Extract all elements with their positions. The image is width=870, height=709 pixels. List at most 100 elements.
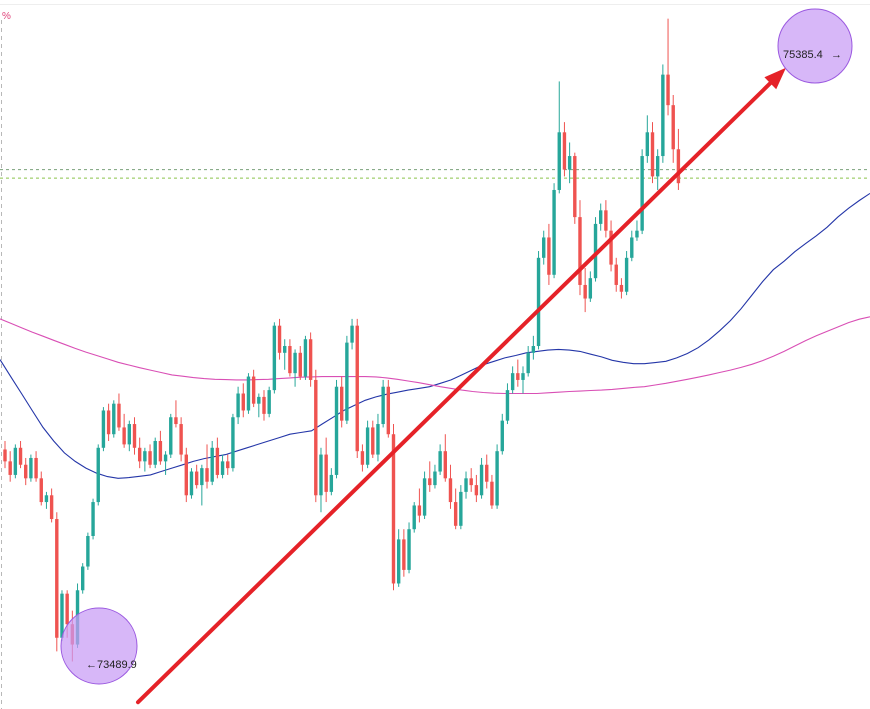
candle — [453, 488, 458, 530]
candle — [490, 474, 494, 509]
candle — [479, 457, 484, 499]
low-annotation[interactable]: ← 73489.9 — [60, 607, 138, 685]
candle — [55, 512, 59, 652]
candle-body — [443, 451, 447, 479]
candle-body — [536, 257, 541, 347]
candle-body — [267, 390, 271, 414]
candle-body — [433, 471, 437, 486]
candle — [122, 413, 126, 448]
candle-body — [469, 478, 473, 486]
candle-body — [485, 464, 489, 482]
candle-body — [3, 449, 7, 462]
candle-body — [671, 105, 675, 150]
candle-body — [132, 424, 137, 448]
candle — [288, 339, 292, 377]
candle-body — [350, 325, 354, 343]
trend-arrow-head — [764, 67, 786, 90]
candle — [557, 81, 561, 194]
candle-body — [526, 352, 530, 374]
candle-body — [371, 427, 375, 455]
candle — [552, 183, 556, 279]
candle-body — [179, 424, 183, 455]
candle-body — [593, 223, 598, 279]
candle — [44, 491, 49, 509]
candle — [334, 379, 339, 479]
candle-body — [428, 478, 432, 486]
candle — [236, 386, 240, 425]
candle-body — [448, 478, 453, 503]
candle-body — [24, 464, 28, 479]
candle-body — [495, 451, 499, 506]
high-highlight-circle — [777, 8, 853, 84]
high-annotation[interactable]: 75385.4 → — [777, 8, 853, 84]
candle — [510, 366, 515, 394]
candle-body — [345, 342, 349, 421]
candle — [676, 128, 681, 190]
candle-body — [55, 519, 59, 638]
candle — [547, 223, 551, 285]
candle — [469, 468, 473, 492]
candle — [624, 251, 629, 296]
candle — [158, 430, 163, 465]
candle — [127, 420, 132, 452]
candle-body — [552, 189, 556, 275]
candle-body — [194, 471, 199, 486]
candle-body — [210, 447, 214, 482]
reference-lines — [0, 169, 870, 179]
candle-body — [314, 379, 318, 496]
candle-body — [117, 403, 121, 428]
candle — [106, 403, 111, 442]
candle — [350, 318, 354, 350]
candle — [298, 346, 302, 380]
candle — [521, 366, 525, 394]
candle-body — [106, 410, 111, 435]
candle-body — [676, 149, 681, 184]
candle — [428, 461, 432, 492]
candle-body — [661, 74, 665, 157]
candle — [666, 18, 670, 116]
candle-body — [65, 593, 69, 625]
candle — [386, 379, 391, 438]
candle-body — [81, 566, 85, 591]
candle — [583, 267, 587, 313]
candle — [661, 64, 665, 163]
candle — [293, 349, 297, 387]
candle — [365, 420, 370, 469]
candle — [640, 149, 644, 235]
candle — [422, 471, 427, 520]
candle-body — [500, 420, 504, 452]
candle-body — [262, 396, 266, 414]
candle-body — [257, 396, 261, 404]
candle — [609, 220, 613, 272]
candle — [91, 498, 95, 540]
candle-body — [86, 535, 90, 567]
candle — [163, 451, 168, 475]
candle-body — [531, 346, 536, 353]
candle-body — [29, 457, 33, 479]
candle-body — [381, 386, 385, 425]
candle — [189, 468, 194, 499]
candle — [226, 454, 230, 475]
candle — [340, 376, 344, 428]
candle-body — [588, 278, 593, 299]
candle — [205, 444, 209, 489]
candle — [137, 437, 142, 469]
candle — [464, 471, 468, 499]
candle-body — [562, 132, 567, 170]
candle — [143, 447, 147, 472]
candle-body — [112, 403, 116, 435]
candle-body — [184, 454, 188, 496]
high-arrow-glyph: → — [831, 49, 842, 61]
candle-body — [241, 393, 245, 411]
candle — [81, 563, 85, 594]
candle — [542, 230, 546, 265]
candle — [13, 444, 18, 479]
candle — [407, 522, 411, 574]
candle — [459, 485, 463, 530]
high-price-label: 75385.4 — [783, 49, 823, 61]
candle-body — [396, 539, 401, 584]
candle — [526, 346, 530, 377]
candles — [3, 18, 681, 662]
candle-body — [521, 373, 525, 380]
